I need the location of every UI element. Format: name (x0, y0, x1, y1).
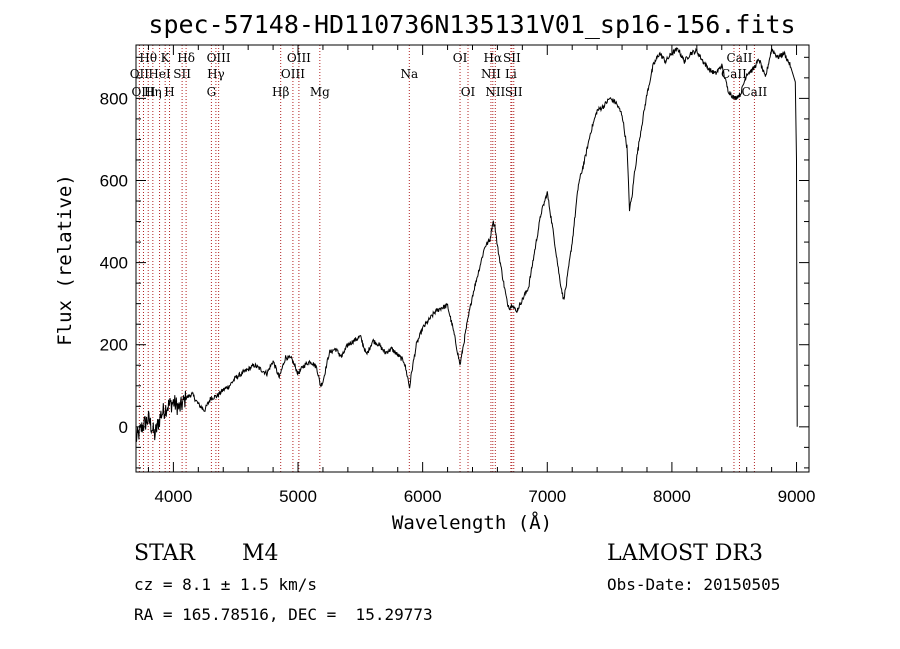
spectral-line-label: CaII (741, 85, 767, 99)
spectral-line-label: OIII (131, 85, 155, 99)
spectral-line-label: SII (503, 51, 521, 65)
survey-name: LAMOST DR3 (607, 541, 763, 566)
spectral-line-label: Hδ (177, 51, 195, 65)
spectral-line-label: H (164, 85, 174, 99)
spectral-line-label: OIII (207, 51, 231, 65)
spectral-line-label: G (207, 85, 217, 99)
y-tick-label: 600 (100, 171, 128, 190)
x-tick-label: 8000 (653, 487, 691, 506)
spectral-line-label: Hγ (207, 67, 225, 81)
spectral-line-label: Hη (144, 85, 162, 99)
spectral-line-label: HeI (148, 67, 171, 81)
spectral-line-label: NII (485, 85, 505, 99)
y-tick-label: 0 (119, 418, 128, 437)
x-tick-label: 4000 (154, 487, 192, 506)
y-axis-label: Flux (relative) (54, 174, 76, 346)
spectral-line-label: OI (461, 85, 476, 99)
spectral-line-label: OIII (281, 67, 305, 81)
spectral-line-label: NII (481, 67, 501, 81)
spectral-line-label: Hβ (272, 85, 289, 99)
spectral-line-label: Mg (310, 85, 330, 99)
spectral-line-label: CaII (727, 51, 753, 65)
y-tick-label: 200 (100, 336, 128, 355)
object-subclass: M4 (242, 541, 279, 566)
spectral-line-label: CaII (721, 67, 747, 81)
axis-ticks (136, 45, 809, 472)
y-tick-labels: 0 200 400 600 800 (100, 89, 128, 436)
y-tick-label: 800 (100, 89, 128, 108)
spectral-line-label: SII (173, 67, 191, 81)
x-tick-labels: 4000 5000 6000 7000 8000 9000 (154, 487, 815, 506)
object-class: STAR (134, 541, 196, 566)
spectral-line-label: SII (505, 85, 523, 99)
y-tick-label: 400 (100, 254, 128, 273)
chart-title: spec-57148-HD110736N135131V01_sp16-156.f… (148, 10, 795, 39)
spectral-line-label: OIII (287, 51, 311, 65)
ra-dec-coordinates: RA = 165.78516, DEC = 15.29773 (134, 605, 433, 624)
observation-date: Obs-Date: 20150505 (607, 575, 780, 594)
redshift-cz: cz = 8.1 ± 1.5 km/s (134, 575, 317, 594)
spectral-line-markers (138, 45, 755, 472)
x-tick-label: 9000 (778, 487, 816, 506)
spectral-line-label: Na (400, 67, 418, 81)
plot-frame (135, 44, 810, 473)
x-tick-label: 7000 (528, 487, 566, 506)
spectral-line-label: OII (130, 67, 150, 81)
x-tick-label: 6000 (404, 487, 442, 506)
spectral-line-label: Li (505, 67, 517, 81)
x-axis-label: Wavelength (Å) (392, 511, 552, 534)
spectral-line-label: OI (453, 51, 468, 65)
spectrum-line (135, 47, 798, 442)
spectral-line-labels: Hθ OII OIII K HeI Hη SII H Hδ OIII Hγ G Hβ OIII OIII Mg… (130, 51, 768, 99)
x-tick-label: 5000 (279, 487, 317, 506)
spectral-line-label: Hθ (139, 51, 157, 65)
spectral-line-label: Hα (484, 51, 503, 65)
spectral-line-label: K (161, 51, 171, 65)
